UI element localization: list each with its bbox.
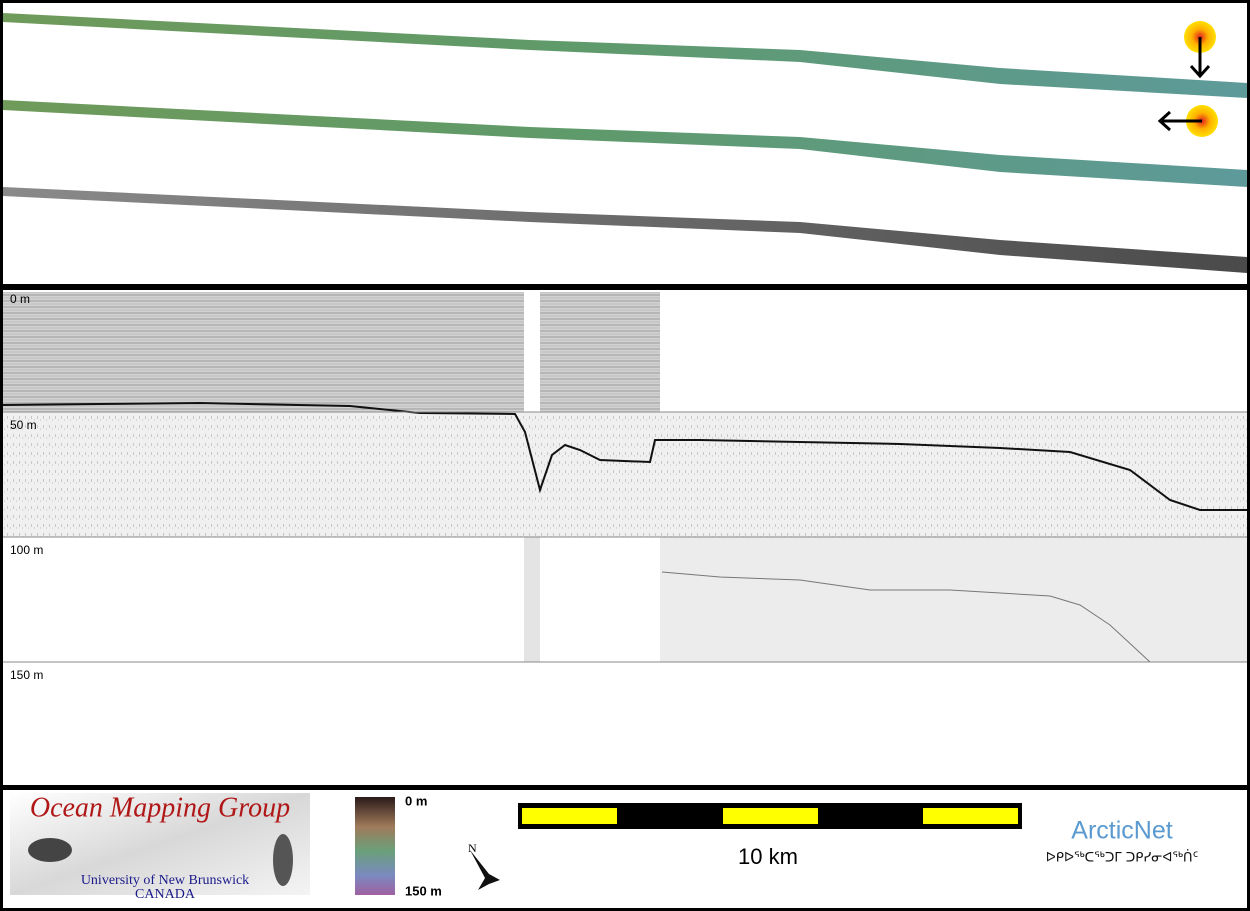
water-column bbox=[540, 292, 660, 412]
scale-label: 0 m bbox=[405, 793, 427, 808]
sub-bottom bbox=[3, 412, 1247, 537]
depth-label: 150 m bbox=[10, 668, 43, 682]
swath-track bbox=[3, 13, 1247, 98]
sub-bottom bbox=[660, 537, 1247, 662]
logo-subtitle: University of New Brunswick bbox=[81, 873, 249, 888]
logo-subtitle: CANADA bbox=[135, 887, 196, 902]
depth-label: 0 m bbox=[10, 292, 30, 306]
swath-track bbox=[3, 100, 1247, 187]
scale-segment bbox=[522, 808, 617, 824]
compass: N bbox=[468, 841, 500, 890]
sun-marker bbox=[1184, 21, 1216, 79]
seabed-line bbox=[2, 401, 1247, 511]
scale-label: 150 m bbox=[405, 883, 442, 898]
seabed-line bbox=[661, 571, 1151, 663]
sun-marker bbox=[1157, 105, 1218, 137]
partner-name: ArcticNet bbox=[1071, 817, 1172, 845]
water-column bbox=[3, 292, 524, 412]
logo-shape bbox=[273, 834, 293, 886]
partner-syllabics: ᐅᑭᐅᖅᑕᖅᑐᒥ ᑐᑭᓯᓂᐊᖅᑏᑦ bbox=[1046, 849, 1198, 866]
gap bbox=[524, 537, 540, 662]
color-scale bbox=[355, 797, 395, 895]
scale-label: 10 km bbox=[738, 844, 798, 869]
backscatter-track bbox=[3, 187, 1247, 273]
logo-title: Ocean Mapping Group bbox=[30, 792, 290, 823]
scale-segment bbox=[923, 808, 1018, 824]
compass-label: N bbox=[468, 841, 477, 855]
scale-segment bbox=[723, 808, 818, 824]
depth-label: 50 m bbox=[10, 418, 37, 432]
logo-shape bbox=[28, 838, 72, 862]
depth-divider bbox=[3, 411, 1247, 663]
depth-label: 100 m bbox=[10, 543, 43, 557]
